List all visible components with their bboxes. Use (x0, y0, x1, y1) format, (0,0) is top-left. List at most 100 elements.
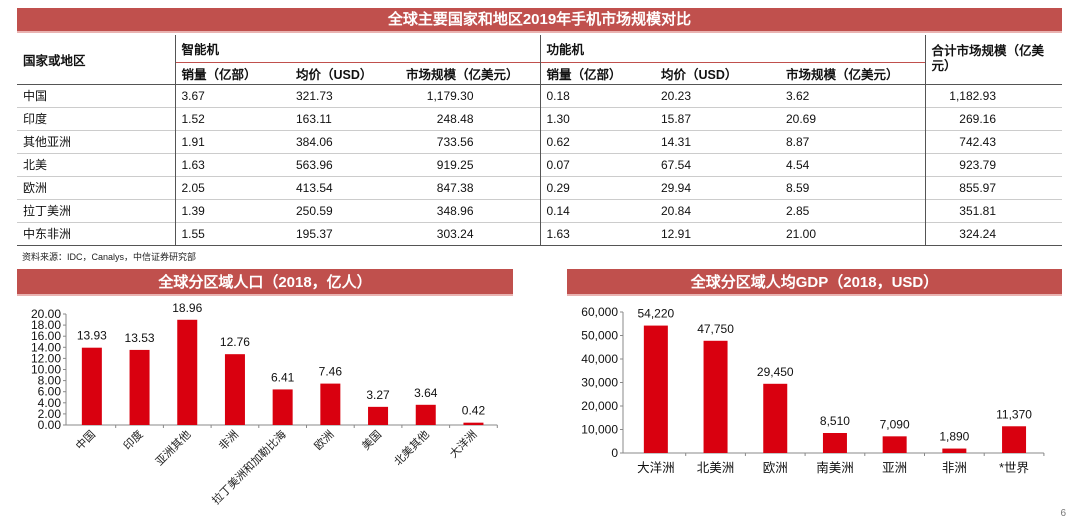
y-tick-label: 40,000 (581, 352, 618, 366)
bar (320, 383, 341, 425)
value-cell: 303.24 (436, 226, 474, 241)
value-cell: 15.87 (661, 111, 692, 126)
value-cell: 1,182.93 (924, 84, 1062, 107)
x-tick-label: 印度 (120, 427, 145, 452)
table-row: 欧洲 2.05 413.54 847.38 0.29 29.94 8.59 855.97 (17, 176, 1062, 199)
y-tick-label: 16.00 (31, 329, 61, 343)
value-cell: 67.54 (661, 157, 692, 172)
value-cell: 384.06 (296, 134, 333, 149)
y-tick-label: 0 (611, 446, 618, 460)
bar (643, 325, 668, 453)
x-tick-label: 非洲 (216, 428, 241, 453)
x-tick-label: 大洋洲 (637, 460, 675, 475)
header-total: 合计市场规模（亿美元） (924, 35, 1062, 84)
value-cell: 4.54 (786, 157, 810, 172)
region-cell: 其他亚洲 (23, 135, 72, 149)
header-feature: 功能机 (539, 35, 925, 62)
value-cell: 12.91 (661, 226, 692, 241)
value-cell: 1.39 (174, 199, 290, 222)
value-cell: 163.11 (296, 111, 332, 126)
y-tick-label: 10.00 (31, 363, 61, 377)
data-label: 13.53 (125, 331, 155, 345)
y-tick-label: 12.00 (31, 351, 61, 365)
x-tick-label: 北美其他 (392, 428, 432, 468)
header-smart: 智能机 (174, 35, 540, 62)
data-label: 6.41 (271, 370, 295, 384)
value-cell: 1.63 (539, 222, 655, 245)
y-tick-label: 60,000 (581, 305, 618, 319)
data-label: 12.76 (220, 335, 250, 349)
value-cell: 847.38 (436, 180, 474, 195)
data-label: 0.42 (462, 404, 486, 418)
value-cell: 0.07 (539, 153, 655, 176)
value-cell: 248.48 (436, 111, 474, 126)
x-tick-label: *世界 (999, 461, 1029, 475)
data-label: 29,450 (757, 365, 794, 379)
bar (1002, 426, 1027, 453)
y-tick-label: 0.00 (38, 418, 62, 432)
table-row: 中国 3.67 321.73 1,179.30 0.18 20.23 3.62 1,182.9… (17, 84, 1062, 107)
bar (463, 422, 484, 425)
value-cell: 21.00 (786, 226, 817, 241)
y-tick-label: 20,000 (581, 399, 618, 413)
value-cell: 563.96 (296, 157, 333, 172)
x-tick-label: 非洲 (942, 461, 967, 475)
region-cell: 印度 (23, 112, 48, 126)
value-cell: 20.69 (786, 111, 817, 126)
value-cell: 1.30 (539, 107, 655, 130)
market-table: 国家或地区 智能机 功能机 合计市场规模（亿美元） 销量（亿部） 均价（USD）市… (17, 35, 1062, 246)
population-chart-title: 全球分区域人口（2018，亿人） (17, 269, 513, 296)
region-cell: 北美 (23, 158, 48, 172)
value-cell: 855.97 (924, 176, 1062, 199)
bar (224, 354, 245, 425)
y-tick-label: 50,000 (581, 329, 618, 343)
value-cell: 0.29 (539, 176, 655, 199)
value-cell: 0.14 (539, 199, 655, 222)
bar (703, 340, 728, 453)
value-cell: 742.43 (924, 130, 1062, 153)
bar (368, 406, 389, 425)
data-label: 7.46 (319, 365, 343, 379)
bar (81, 347, 102, 425)
x-tick-label: 美国 (359, 428, 384, 453)
value-cell: 250.59 (296, 203, 333, 218)
y-tick-label: 2.00 (38, 407, 62, 421)
y-tick-label: 6.00 (38, 385, 62, 399)
x-tick-label: 南美洲 (816, 460, 854, 475)
bar (822, 433, 847, 453)
value-cell: 0.18 (539, 84, 655, 107)
value-cell: 1.52 (174, 107, 290, 130)
value-cell: 348.96 (436, 203, 474, 218)
table-row: 拉丁美洲 1.39 250.59 348.96 0.14 20.84 2.85 351.81 (17, 199, 1062, 222)
value-cell: 3.67 (174, 84, 290, 107)
data-label: 54,220 (637, 307, 674, 321)
value-cell: 0.62 (539, 130, 655, 153)
subheader: 销量（亿部） (174, 61, 290, 84)
value-cell: 923.79 (924, 153, 1062, 176)
value-cell: 2.85 (786, 203, 810, 218)
data-label: 47,750 (697, 322, 734, 336)
region-cell: 中国 (23, 89, 48, 103)
data-label: 8,510 (820, 414, 850, 428)
value-cell: 919.25 (436, 157, 474, 172)
value-cell: 20.23 (661, 88, 692, 103)
bar (177, 319, 198, 425)
value-cell: 14.31 (661, 134, 692, 149)
region-cell: 拉丁美洲 (23, 204, 72, 218)
value-cell: 3.62 (786, 88, 810, 103)
x-tick-label: 中国 (73, 428, 98, 453)
value-cell: 733.56 (436, 134, 474, 149)
x-tick-label: 北美洲 (697, 461, 735, 475)
value-cell: 195.37 (296, 226, 333, 241)
bar (415, 404, 436, 425)
table-row: 其他亚洲 1.91 384.06 733.56 0.62 14.31 8.87 742.43 (17, 130, 1062, 153)
data-label: 3.27 (366, 388, 390, 402)
table-title: 全球主要国家和地区2019年手机市场规模对比 (17, 8, 1062, 33)
table-row: 印度 1.52 163.11 248.48 1.30 15.87 20.69 269.16 (17, 107, 1062, 130)
value-cell: 351.81 (924, 199, 1062, 222)
subheader: 均价（USD） (655, 61, 780, 84)
y-tick-label: 4.00 (38, 396, 62, 410)
bar (942, 448, 967, 453)
subheader: 销量（亿部） (539, 61, 655, 84)
